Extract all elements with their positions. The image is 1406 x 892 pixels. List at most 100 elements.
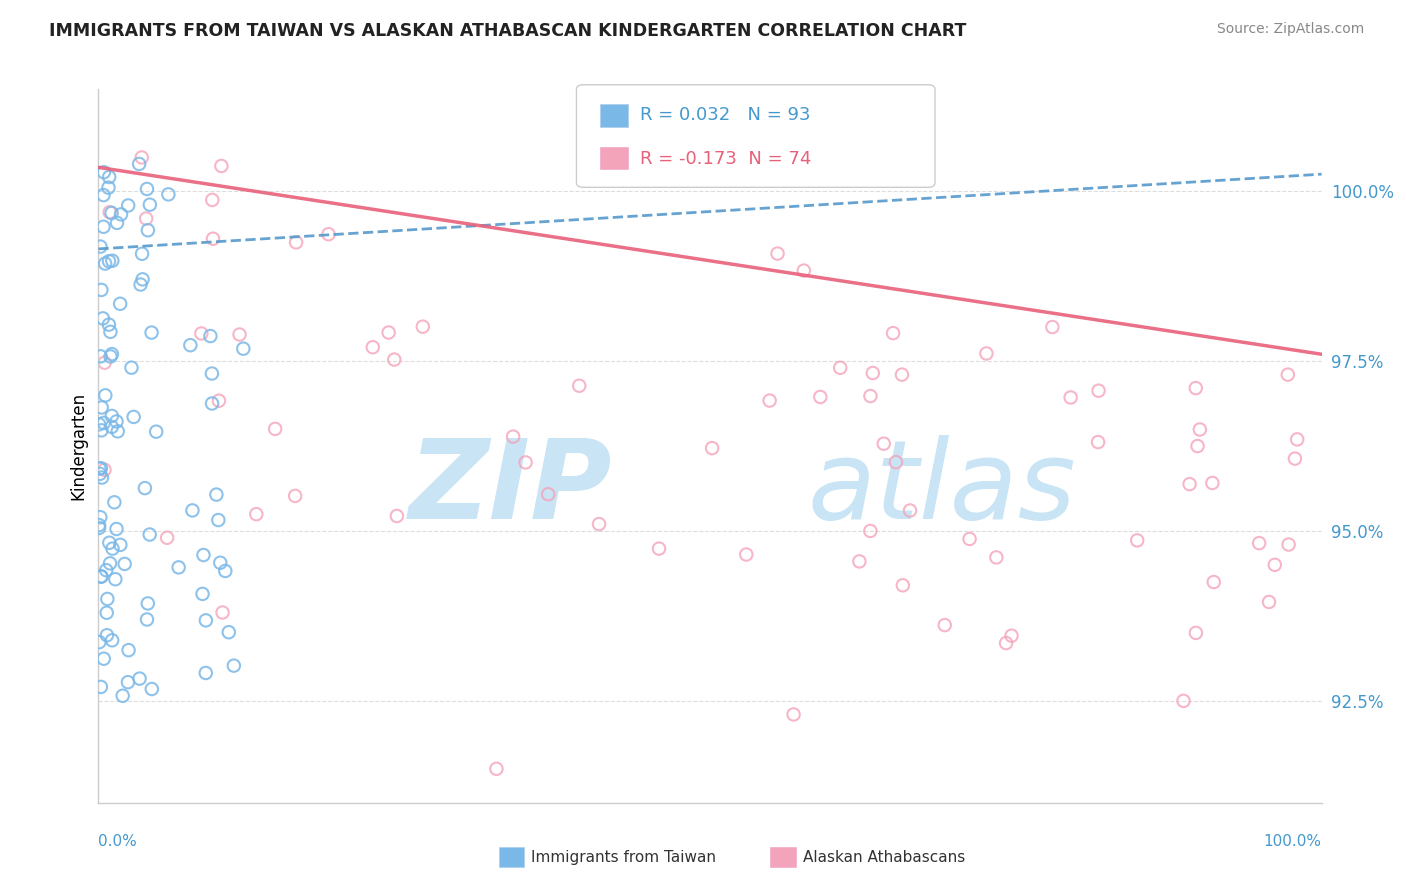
Point xyxy=(110,207,132,221)
Point xyxy=(1059,391,1081,405)
Point xyxy=(766,246,789,260)
Point xyxy=(93,416,115,430)
Point xyxy=(105,522,128,536)
Point xyxy=(995,636,1018,650)
Point xyxy=(93,463,115,477)
Point xyxy=(700,441,723,455)
Point xyxy=(87,518,110,533)
Point xyxy=(121,360,143,375)
Point xyxy=(228,327,250,342)
Text: 0.0%: 0.0% xyxy=(98,834,138,849)
Point xyxy=(207,513,229,527)
Point xyxy=(117,675,139,690)
Point xyxy=(193,548,215,562)
Point xyxy=(382,352,405,367)
Text: R = 0.032   N = 93: R = 0.032 N = 93 xyxy=(640,106,810,124)
Point xyxy=(891,368,914,382)
Point xyxy=(93,165,115,179)
Point xyxy=(1284,451,1306,466)
Point xyxy=(1202,575,1225,590)
Point xyxy=(89,510,111,524)
Point xyxy=(515,455,537,469)
Point xyxy=(208,393,231,408)
Point xyxy=(98,169,121,184)
Point xyxy=(105,414,128,428)
Text: IMMIGRANTS FROM TAIWAN VS ALASKAN ATHABASCAN KINDERGARTEN CORRELATION CHART: IMMIGRANTS FROM TAIWAN VS ALASKAN ATHABA… xyxy=(49,22,966,40)
Point xyxy=(179,338,201,352)
Point xyxy=(157,187,180,202)
Point xyxy=(1126,533,1149,548)
Point xyxy=(284,489,307,503)
Point xyxy=(859,524,882,538)
Point xyxy=(976,346,998,360)
Point xyxy=(201,193,224,207)
Point xyxy=(882,326,904,340)
Point xyxy=(1278,537,1301,551)
Point xyxy=(385,508,408,523)
Point xyxy=(101,541,124,556)
Point xyxy=(884,455,907,469)
Point xyxy=(141,326,163,340)
Point xyxy=(264,422,287,436)
Point xyxy=(117,198,139,212)
Point xyxy=(90,570,112,584)
Point xyxy=(201,396,224,410)
Point xyxy=(100,350,122,364)
Point xyxy=(145,425,167,439)
Point xyxy=(93,188,115,202)
Text: atlas: atlas xyxy=(808,435,1077,542)
Point xyxy=(128,157,150,171)
Point xyxy=(568,378,591,392)
Point xyxy=(735,548,758,562)
Point xyxy=(211,606,233,620)
Point xyxy=(91,311,114,326)
Point xyxy=(111,689,134,703)
Point xyxy=(110,538,132,552)
Point xyxy=(90,350,112,364)
Point xyxy=(100,325,122,339)
Point xyxy=(1277,368,1299,382)
Point xyxy=(808,390,831,404)
Point xyxy=(90,423,112,437)
Point xyxy=(377,326,399,340)
Y-axis label: Kindergarten: Kindergarten xyxy=(69,392,87,500)
Point xyxy=(167,560,190,574)
Point xyxy=(1264,558,1286,572)
Point xyxy=(361,340,384,354)
Point xyxy=(128,672,150,686)
Point xyxy=(1249,536,1271,550)
Point xyxy=(1040,320,1063,334)
Point xyxy=(97,180,120,194)
Text: Immigrants from Taiwan: Immigrants from Taiwan xyxy=(531,850,717,864)
Point xyxy=(94,388,117,402)
Point xyxy=(934,618,956,632)
Point xyxy=(232,342,254,356)
Point xyxy=(986,550,1008,565)
Point xyxy=(1184,381,1206,395)
Point xyxy=(89,461,111,475)
Point xyxy=(135,211,157,226)
Point xyxy=(96,563,118,577)
Text: R = -0.173  N = 74: R = -0.173 N = 74 xyxy=(640,150,811,168)
Point xyxy=(89,635,111,649)
Point xyxy=(141,681,163,696)
Point xyxy=(898,503,921,517)
Point xyxy=(318,227,340,242)
Point xyxy=(117,643,139,657)
Point xyxy=(873,436,896,450)
Point xyxy=(485,762,508,776)
Point xyxy=(891,578,914,592)
Point xyxy=(108,297,131,311)
Point xyxy=(1187,439,1209,453)
Point xyxy=(214,564,236,578)
Point xyxy=(194,613,217,627)
Point xyxy=(648,541,671,556)
Point xyxy=(201,367,224,381)
Point xyxy=(101,253,124,268)
Point xyxy=(1173,694,1195,708)
Point xyxy=(205,487,228,501)
Point xyxy=(1188,422,1211,436)
Point xyxy=(101,409,124,423)
Point xyxy=(859,389,882,403)
Point xyxy=(98,254,121,268)
